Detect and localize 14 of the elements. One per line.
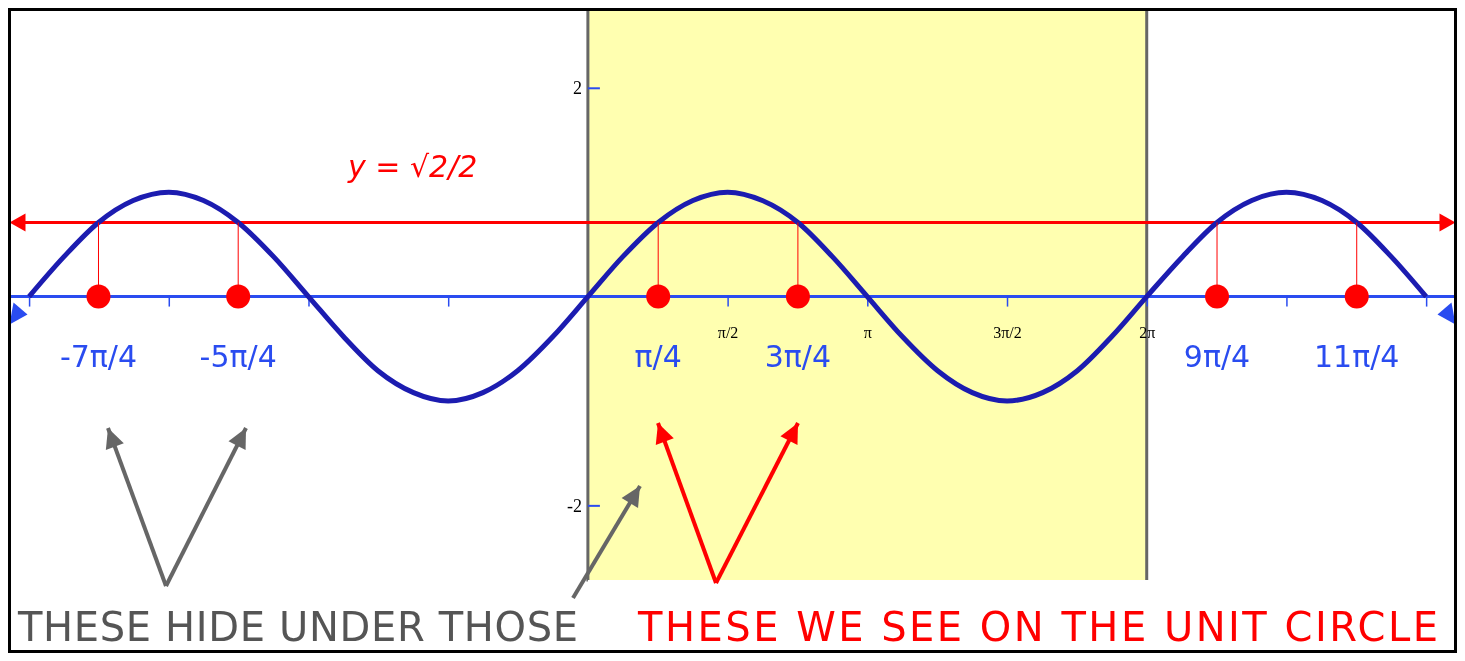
annotation: π/4: [634, 338, 682, 374]
annotation: 9π/4: [1183, 338, 1251, 374]
annotation: 3π/4: [764, 338, 832, 374]
x-tick-label: 3π/2: [993, 323, 1022, 341]
annotation: THESE HIDE UNDER THOSE: [17, 604, 578, 650]
y-tick-label: 2: [572, 78, 582, 99]
y-tick-label: -2: [566, 495, 582, 516]
x-tick-label: π/2: [717, 323, 739, 341]
annotation: 11π/4: [1314, 338, 1400, 374]
ref-line-label: y = √2/2: [347, 149, 478, 185]
x-tick-label: π: [863, 323, 872, 341]
annotation: -5π/4: [199, 338, 277, 374]
annotation: THESE WE SEE ON THE UNIT CIRCLE: [637, 604, 1438, 650]
annotation: -7π/4: [59, 338, 138, 374]
